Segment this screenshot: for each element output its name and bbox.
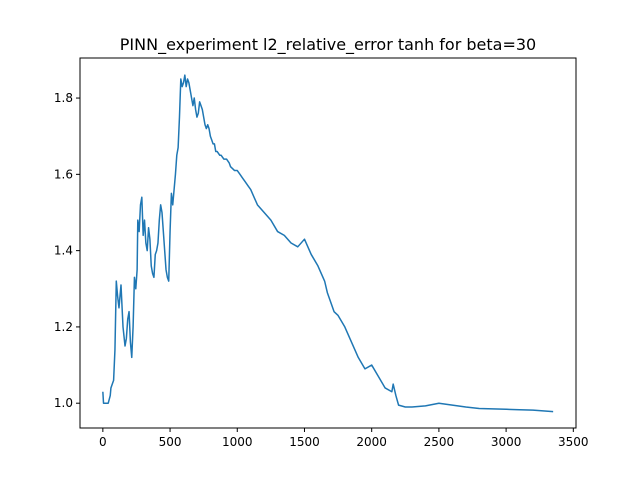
x-tick-label: 500 [159,435,182,449]
y-axis: 1.0 1.2 1.4 1.6 1.8 [54,91,80,410]
y-tick-label: 1.6 [54,167,73,181]
chart-title: PINN_experiment l2_relative_error tanh f… [120,35,536,55]
x-tick-label: 2000 [356,435,387,449]
y-tick-label: 1.2 [54,320,73,334]
series-line [102,74,554,413]
plot-area-frame [79,57,577,429]
y-tick-label: 1.0 [54,396,73,410]
x-tick-label: 3500 [558,435,589,449]
y-tick-label: 1.8 [54,91,73,105]
x-axis: 0 500 1000 1500 2000 2500 3000 3500 [99,428,589,449]
x-tick-label: 1000 [222,435,253,449]
x-tick-label: 2500 [424,435,455,449]
y-tick-label: 1.4 [54,244,73,258]
x-tick-label: 3000 [491,435,522,449]
x-tick-label: 0 [99,435,107,449]
x-tick-label: 1500 [289,435,320,449]
